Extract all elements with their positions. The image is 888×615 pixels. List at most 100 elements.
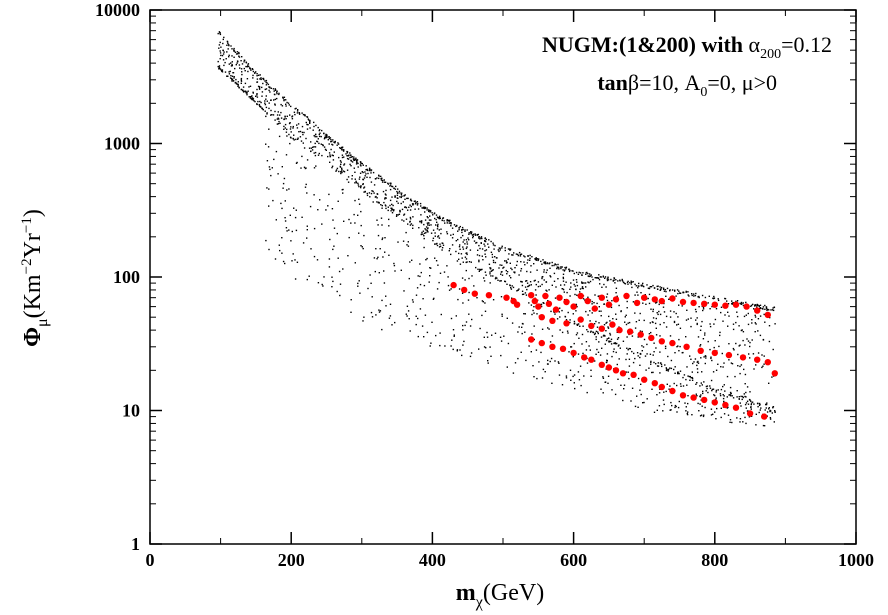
black-data-point: [340, 172, 342, 175]
red-data-point: [697, 347, 704, 354]
black-data-point: [614, 393, 617, 396]
black-data-point: [606, 338, 608, 340]
black-data-point: [751, 401, 754, 403]
black-data-point: [336, 167, 339, 170]
black-data-point: [637, 336, 639, 338]
black-data-point: [571, 270, 573, 272]
black-data-point: [560, 266, 562, 268]
black-data-point: [274, 110, 276, 113]
black-data-point: [617, 280, 619, 282]
black-data-point: [739, 344, 741, 346]
black-data-point: [525, 280, 527, 282]
black-data-point: [719, 393, 722, 395]
black-data-point: [646, 284, 648, 286]
black-data-point: [566, 291, 568, 294]
black-data-point: [696, 317, 698, 319]
black-data-point: [471, 234, 474, 236]
black-data-point: [520, 351, 522, 353]
black-data-point: [637, 287, 639, 289]
black-data-point: [315, 165, 317, 167]
black-data-point: [683, 291, 685, 294]
black-data-point: [219, 68, 222, 70]
black-data-point: [306, 278, 308, 281]
black-data-point: [524, 313, 526, 315]
black-data-point: [750, 402, 753, 404]
black-data-point: [537, 285, 540, 288]
black-data-point: [655, 317, 657, 320]
black-data-point: [377, 201, 380, 203]
black-data-point: [461, 354, 463, 357]
black-data-point: [341, 156, 344, 159]
black-data-point: [743, 393, 745, 395]
black-data-point: [703, 356, 705, 358]
black-data-point: [506, 271, 509, 273]
black-data-point: [305, 183, 307, 186]
black-data-point: [270, 87, 272, 89]
black-data-point: [662, 399, 665, 401]
black-data-point: [427, 227, 429, 229]
black-data-point: [558, 268, 560, 270]
black-data-point: [407, 310, 410, 312]
black-data-point: [258, 88, 261, 90]
black-data-point: [249, 85, 252, 87]
black-data-point: [444, 222, 446, 224]
black-data-point: [285, 105, 287, 107]
black-data-point: [651, 371, 653, 374]
black-data-point: [387, 182, 389, 184]
black-data-point: [746, 400, 749, 402]
black-data-point: [648, 302, 651, 305]
black-data-point: [720, 388, 723, 391]
black-data-point: [310, 150, 312, 152]
black-data-point: [492, 261, 495, 264]
black-data-point: [748, 353, 750, 355]
black-data-point: [595, 320, 597, 323]
black-data-point: [483, 346, 486, 348]
black-data-point: [449, 222, 452, 224]
black-data-point: [751, 319, 753, 321]
black-data-point: [742, 339, 744, 342]
black-data-point: [397, 188, 399, 190]
black-data-point: [346, 169, 349, 171]
black-data-point: [615, 292, 617, 294]
black-data-point: [221, 69, 223, 71]
black-data-point: [381, 299, 383, 302]
red-data-point: [577, 292, 584, 300]
black-data-point: [712, 371, 715, 373]
black-data-point: [533, 280, 535, 282]
black-data-point: [768, 382, 770, 384]
black-data-point: [671, 404, 673, 407]
black-data-point: [588, 282, 590, 284]
black-data-point: [324, 136, 326, 139]
black-data-point: [657, 313, 659, 316]
black-data-point: [744, 373, 747, 376]
black-data-point: [595, 353, 597, 355]
black-data-point: [425, 231, 427, 234]
black-data-point: [235, 82, 238, 85]
black-data-point: [265, 239, 267, 242]
black-data-point: [358, 185, 360, 188]
black-data-point: [337, 257, 339, 259]
black-data-point: [556, 267, 558, 270]
black-data-point: [433, 212, 436, 214]
black-data-point: [433, 297, 435, 300]
black-data-point: [271, 167, 273, 169]
black-data-point: [713, 394, 715, 396]
black-data-point: [605, 286, 607, 288]
black-data-point: [291, 260, 293, 262]
black-data-point: [608, 337, 610, 339]
black-data-point: [308, 119, 310, 121]
black-data-point: [401, 208, 404, 211]
black-data-point: [432, 237, 435, 239]
black-data-point: [499, 280, 501, 282]
black-data-point: [439, 243, 441, 245]
black-data-point: [661, 365, 663, 368]
black-data-point: [232, 80, 235, 82]
black-data-point: [769, 316, 771, 319]
black-data-point: [479, 269, 481, 271]
black-data-point: [710, 379, 713, 382]
black-data-point: [219, 32, 221, 34]
black-data-point: [606, 293, 609, 295]
black-data-point: [435, 260, 438, 262]
black-data-point: [383, 270, 385, 272]
black-data-point: [231, 55, 233, 57]
